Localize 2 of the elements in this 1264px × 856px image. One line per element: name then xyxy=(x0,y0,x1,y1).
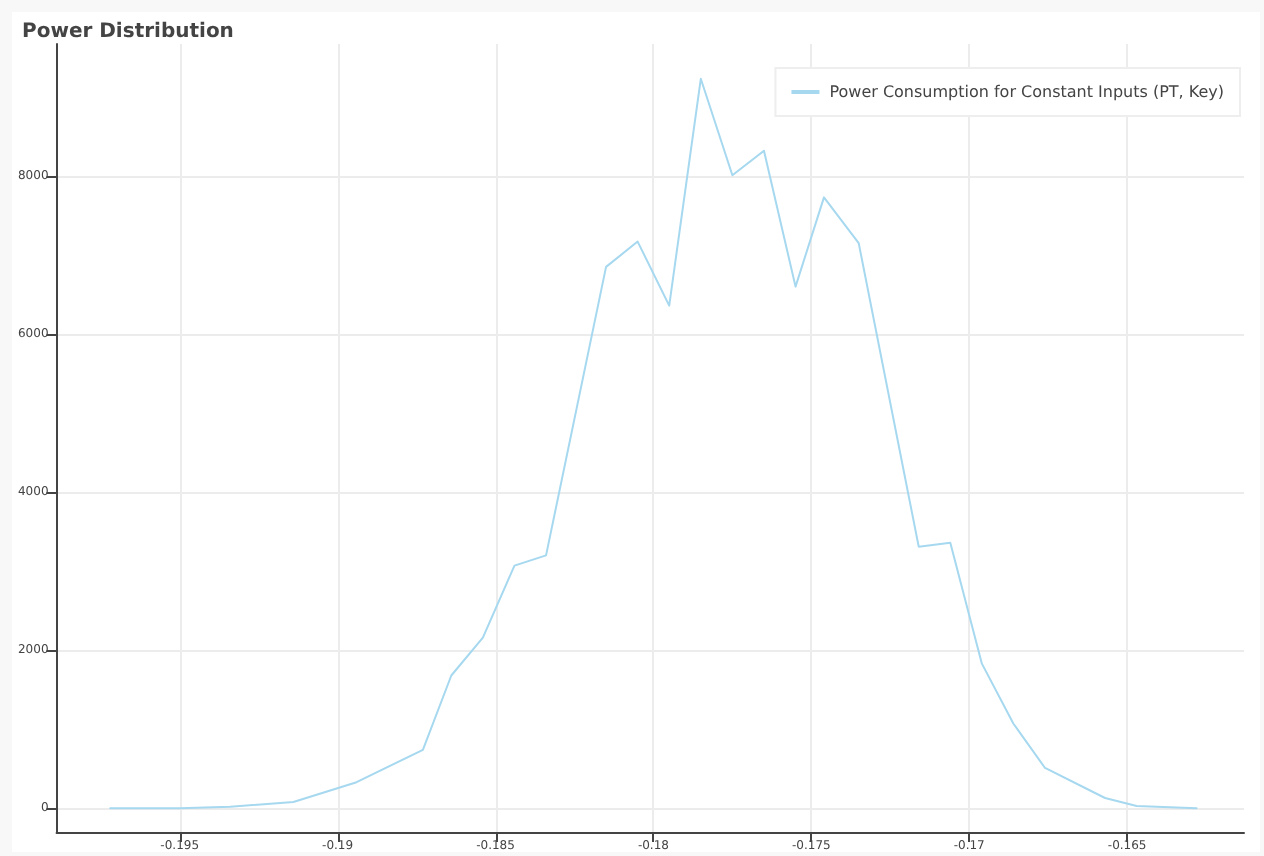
chart-title: Power Distribution xyxy=(22,21,234,43)
legend-label: Power Consumption for Constant Inputs (PT, Key) xyxy=(829,83,1225,101)
